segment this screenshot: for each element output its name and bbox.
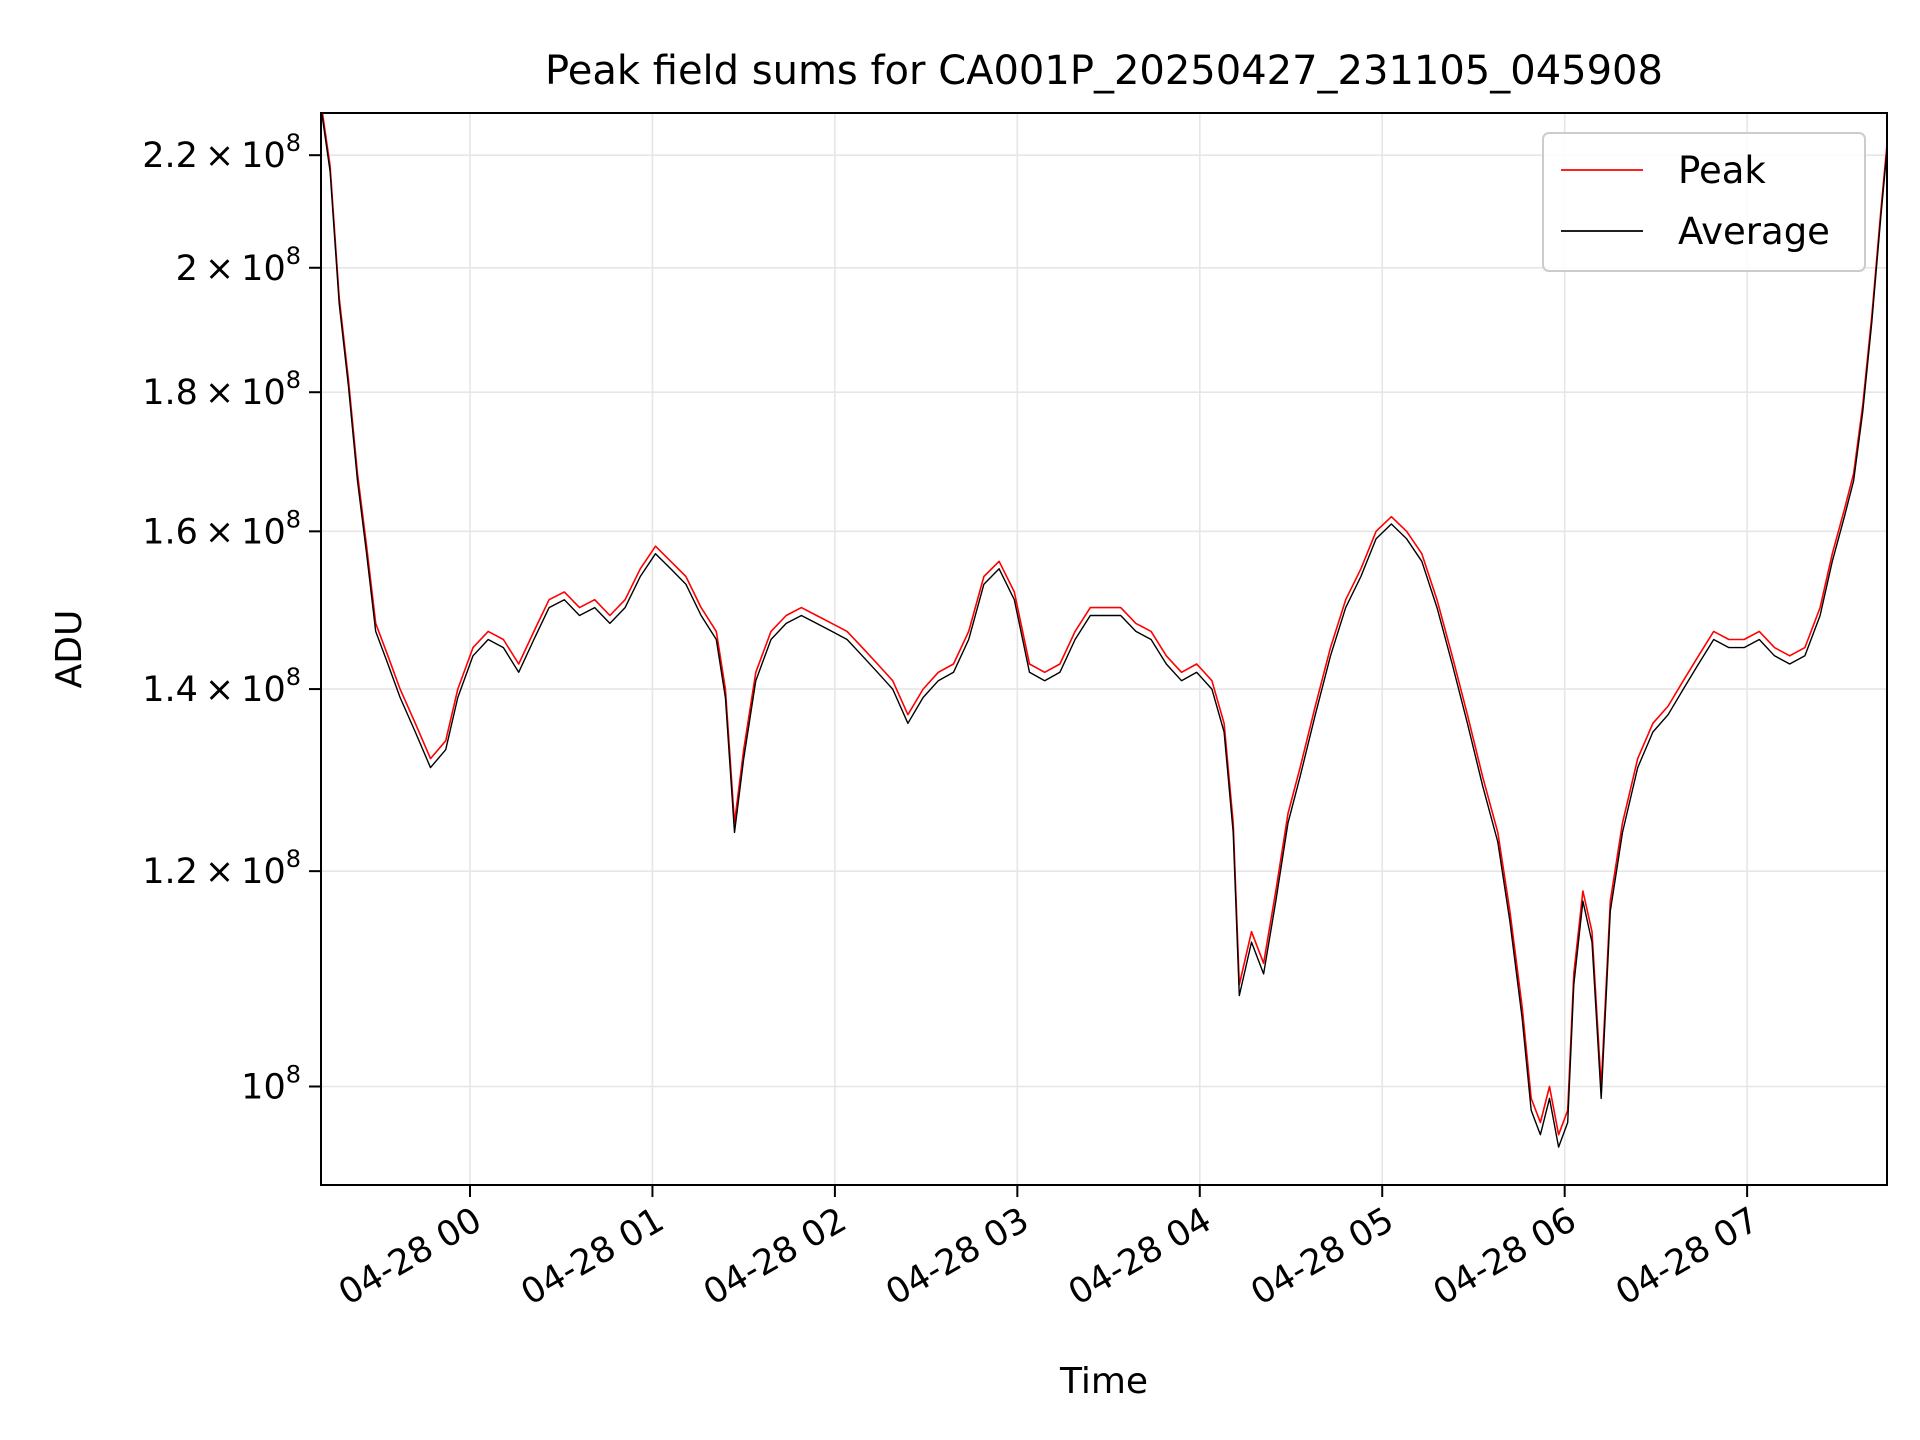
chart-title: Peak field sums for CA001P_20250427_2311… (545, 48, 1663, 94)
y-tick-label: 2.2 × 108 (142, 129, 301, 176)
y-axis-label: ADU (49, 610, 90, 689)
y-tick-exponent: 8 (286, 845, 301, 873)
y-tick-exponent: 8 (286, 366, 301, 394)
y-tick-label: 108 (241, 1061, 301, 1108)
y-tick-multiply-sign: × 10 (198, 670, 286, 710)
y-tick-label: 1.8 × 108 (142, 366, 301, 413)
y-tick-exponent: 8 (286, 129, 301, 157)
y-tick-mantissa: 1.2 (142, 852, 198, 892)
series-line-average (321, 113, 1887, 1148)
y-tick-multiply-sign: × 10 (198, 249, 286, 289)
y-tick-exponent: 8 (286, 505, 301, 533)
y-tick-multiply-sign: × 10 (198, 852, 286, 892)
y-tick-exponent: 8 (286, 1061, 301, 1089)
y-tick-label: 1.6 × 108 (142, 505, 301, 552)
y-tick-exponent: 8 (286, 663, 301, 691)
y-tick-mantissa: 2.2 (142, 136, 198, 176)
x-axis-label: Time (1059, 1361, 1148, 1402)
legend-label-average: Average (1678, 210, 1830, 253)
legend: Peak Average (1542, 132, 1866, 272)
y-tick-mantissa: 1.8 (142, 373, 198, 413)
y-tick-mantissa: 2 (176, 249, 198, 289)
y-tick-exponent: 8 (286, 242, 301, 270)
y-tick-mantissa: 1.6 (142, 512, 198, 552)
y-tick-multiply-sign: × 10 (198, 373, 286, 413)
series-line-peak (321, 113, 1887, 1136)
series-lines (321, 113, 1887, 1148)
y-tick-label: 1.2 × 108 (142, 845, 301, 892)
legend-label-peak: Peak (1678, 149, 1766, 192)
y-tick-multiply-sign: × 10 (198, 136, 286, 176)
y-tick-base: 10 (241, 1068, 286, 1108)
y-tick-label: 2 × 108 (176, 242, 301, 289)
y-tick-label: 1.4 × 108 (142, 663, 301, 710)
y-tick-mantissa: 1.4 (142, 670, 198, 710)
y-tick-multiply-sign: × 10 (198, 512, 286, 552)
plot-area-frame (320, 112, 1888, 1186)
grid-lines (321, 113, 1887, 1185)
legend-box (1542, 132, 1866, 272)
